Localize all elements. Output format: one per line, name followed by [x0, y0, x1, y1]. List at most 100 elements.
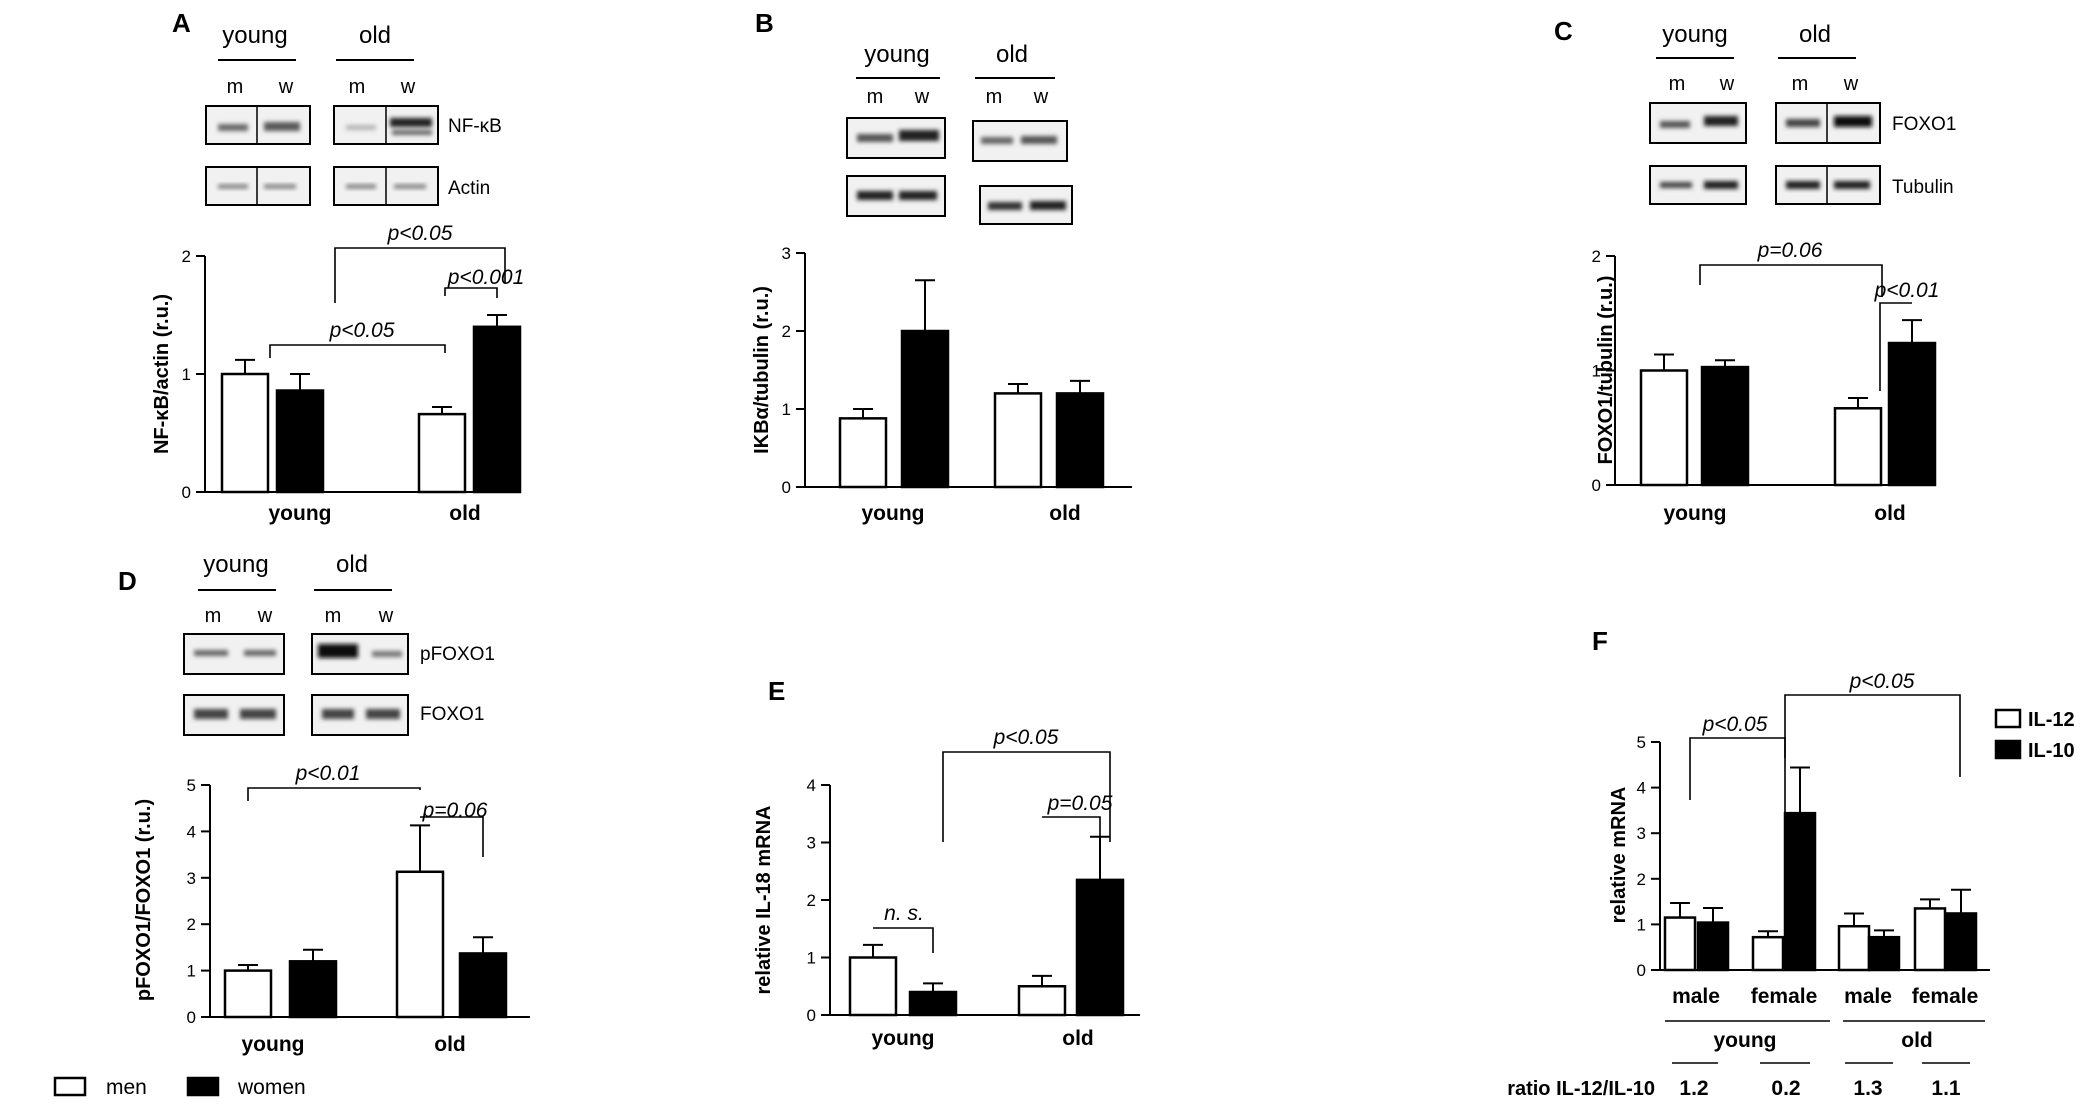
blot-band-foxo1: FOXO1: [1892, 114, 1956, 135]
significance-bracket: [1699, 264, 1883, 297]
bar: [1696, 921, 1730, 972]
panel-label-f: F: [1592, 626, 1608, 656]
bar: [1887, 341, 1937, 487]
blot-lane-w: w: [1843, 73, 1859, 95]
bar: [472, 325, 522, 494]
y-axis-label: relative mRNA: [1608, 787, 1630, 924]
blot-c: young old m w m w FOXO1 Tubulin: [1649, 21, 1956, 205]
blot-group-young: young: [222, 22, 287, 49]
blot-lane-m: m: [227, 76, 244, 98]
y-tick-label: 0: [182, 483, 191, 502]
bar: [1833, 407, 1883, 487]
blot-group-young: young: [203, 551, 268, 578]
blot-group-young: young: [1662, 21, 1727, 48]
x-tick-label: old: [449, 502, 481, 525]
x-tick-label: male: [1844, 985, 1892, 1008]
significance-label: p<0.05: [387, 222, 453, 245]
y-tick-label: 1: [187, 962, 196, 981]
y-tick-label: 0: [187, 1008, 196, 1027]
legend-label-il10: IL-10: [2028, 740, 2075, 762]
y-tick-label: 1: [782, 400, 791, 419]
y-tick-label: 1: [182, 365, 191, 384]
y-axis-label: NF-κB/actin (r.u.): [151, 294, 173, 454]
significance-label: p<0.01: [295, 762, 361, 785]
x-tick-label: female: [1912, 985, 1979, 1008]
chart-b: 0 1 2 3 IKBα/tubulin (r.u.) young old: [751, 244, 1132, 525]
y-tick-label: 3: [782, 244, 791, 263]
significance-label: p<0.001: [447, 266, 525, 289]
significance-label: p<0.05: [1702, 713, 1768, 736]
blot-lane-w: w: [257, 605, 273, 627]
significance-label: p=0.06: [1757, 239, 1823, 262]
significance-label: p<0.05: [1849, 670, 1915, 693]
significance-label: p=0.05: [1047, 792, 1113, 815]
y-tick-label: 3: [807, 834, 816, 853]
y-tick-label: 0: [1637, 961, 1646, 980]
blot-group-young: young: [864, 41, 929, 68]
significance-bracket: [1784, 694, 1961, 875]
bar: [395, 870, 445, 1019]
bar: [1867, 935, 1901, 972]
x-tick-label: young: [269, 502, 332, 525]
bar: [220, 372, 270, 494]
significance-bracket: [873, 927, 934, 953]
x-tick-label: young: [862, 502, 925, 525]
significance-bracket: [269, 344, 446, 358]
bar: [900, 329, 950, 489]
y-tick-label: 2: [807, 891, 816, 910]
legend-label-il12: IL-12: [2028, 709, 2075, 731]
ratio-label: ratio IL-12/IL-10: [1507, 1078, 1655, 1100]
blot-lane-w: w: [914, 86, 930, 108]
bar: [1944, 912, 1978, 972]
blot-lane-w: w: [1033, 86, 1049, 108]
bar: [288, 960, 338, 1019]
y-tick-label: 0: [1592, 476, 1601, 495]
legend: men women: [53, 1076, 306, 1099]
significance-bracket: [444, 287, 498, 298]
y-tick-label: 3: [187, 869, 196, 888]
bar: [417, 412, 467, 494]
ratio-value: 1.3: [1853, 1077, 1882, 1100]
bar: [1663, 916, 1697, 972]
y-axis-label: relative IL-18 mRNA: [753, 806, 775, 995]
blot-lane-m: m: [205, 605, 222, 627]
bar: [223, 969, 273, 1019]
y-tick-label: 5: [1637, 733, 1646, 752]
significance-bracket: [420, 816, 484, 857]
bar: [848, 956, 898, 1017]
y-tick-label: 1: [1637, 915, 1646, 934]
blot-band-actin: Actin: [448, 178, 490, 199]
significance-label: p<0.01: [1874, 279, 1940, 302]
blot-lane-w: w: [400, 76, 416, 98]
chart-e: 0 1 2 3 4 relative IL-18 mRNA young old n. s. p=0…: [753, 726, 1140, 1050]
blot-lane-m: m: [349, 76, 366, 98]
blot-lane-w: w: [1719, 73, 1735, 95]
significance-label: n. s.: [884, 902, 924, 925]
chart-a: 0 1 2 NF-κB/actin (r.u.) young old p<0.05 p<0.0…: [151, 222, 524, 525]
bar: [908, 990, 958, 1017]
legend-label-men: men: [106, 1076, 147, 1099]
x-tick-label: female: [1751, 985, 1818, 1008]
panel-label-a: A: [172, 8, 191, 38]
bar: [1837, 924, 1871, 972]
x-tick-label: young: [242, 1033, 305, 1056]
ratio-value: 1.1: [1931, 1077, 1961, 1100]
x-tick-label: old: [1874, 502, 1906, 525]
blot-a: young old m w m w NF-κB Actin: [205, 22, 502, 206]
chart-c: 0 1 2 FOXO1/tubulin (r.u.) young old p=0.06 p<0…: [1592, 239, 1940, 525]
blot-lane-m: m: [986, 86, 1003, 108]
y-tick-label: 3: [1637, 824, 1646, 843]
bar: [1075, 878, 1125, 1017]
bar: [1913, 907, 1947, 972]
bar: [1751, 935, 1785, 972]
blot-lane-m: m: [1669, 73, 1686, 95]
significance-bracket: [1689, 737, 1786, 800]
bar: [275, 389, 325, 494]
bar: [993, 392, 1043, 489]
significance-label: p<0.05: [329, 319, 395, 342]
significance-bracket: [1042, 816, 1101, 837]
blot-group-old: old: [1799, 21, 1831, 48]
blot-group-old: old: [996, 41, 1028, 68]
blot-lane-w: w: [278, 76, 294, 98]
